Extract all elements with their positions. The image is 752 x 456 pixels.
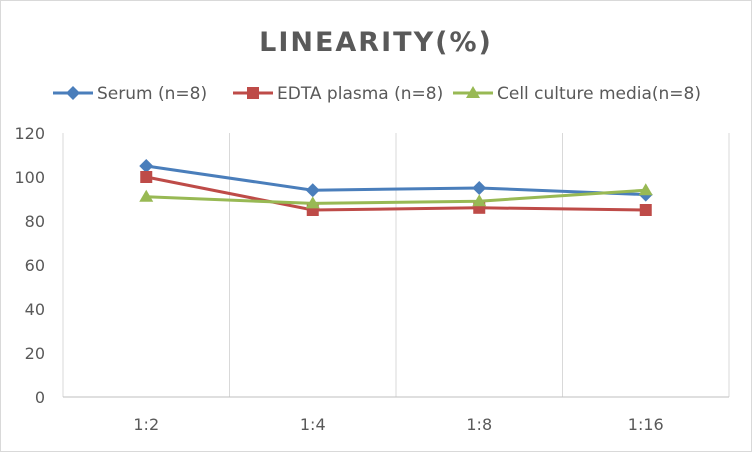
chart-title: LINEARITY(%) xyxy=(259,27,493,58)
grid xyxy=(62,133,730,397)
series-line xyxy=(146,188,646,205)
legend-label: Serum (n=8) xyxy=(97,84,207,104)
data-point xyxy=(139,159,154,173)
data-point xyxy=(472,194,487,207)
y-tick-label: 20 xyxy=(25,344,45,363)
y-tick-label: 80 xyxy=(25,212,45,231)
y-tick-label: 40 xyxy=(25,300,45,319)
series-lines xyxy=(139,159,653,216)
series-line xyxy=(145,175,646,212)
legend-label: EDTA plasma (n=8) xyxy=(277,84,443,104)
series-line xyxy=(146,164,646,197)
data-point xyxy=(305,196,320,209)
data-point xyxy=(472,181,487,195)
data-point xyxy=(140,171,153,183)
axes: 0 20 40 60 80 100 120 1:2 1:4 1:8 1:16 xyxy=(14,124,729,434)
data-point xyxy=(638,183,653,196)
data-point xyxy=(305,183,320,198)
legend-marker xyxy=(66,86,80,100)
y-tick-label: 100 xyxy=(14,168,45,187)
legend-marker xyxy=(247,87,259,99)
y-tick-label: 60 xyxy=(25,256,45,275)
x-tick-label: 1:8 xyxy=(466,415,492,434)
data-point xyxy=(639,204,652,216)
x-tick-label: 1:16 xyxy=(628,415,664,434)
y-tick-label: 120 xyxy=(14,124,45,143)
legend-marker xyxy=(466,86,480,98)
legend: Serum (n=8) EDTA plasma (n=8) Cell culture… xyxy=(53,84,701,104)
x-tick-label: 1:2 xyxy=(133,415,159,434)
y-tick-label: 0 xyxy=(35,388,45,407)
data-point xyxy=(139,189,154,202)
legend-label: Cell culture media(n=8) xyxy=(497,84,701,104)
x-tick-label: 1:4 xyxy=(300,415,326,434)
